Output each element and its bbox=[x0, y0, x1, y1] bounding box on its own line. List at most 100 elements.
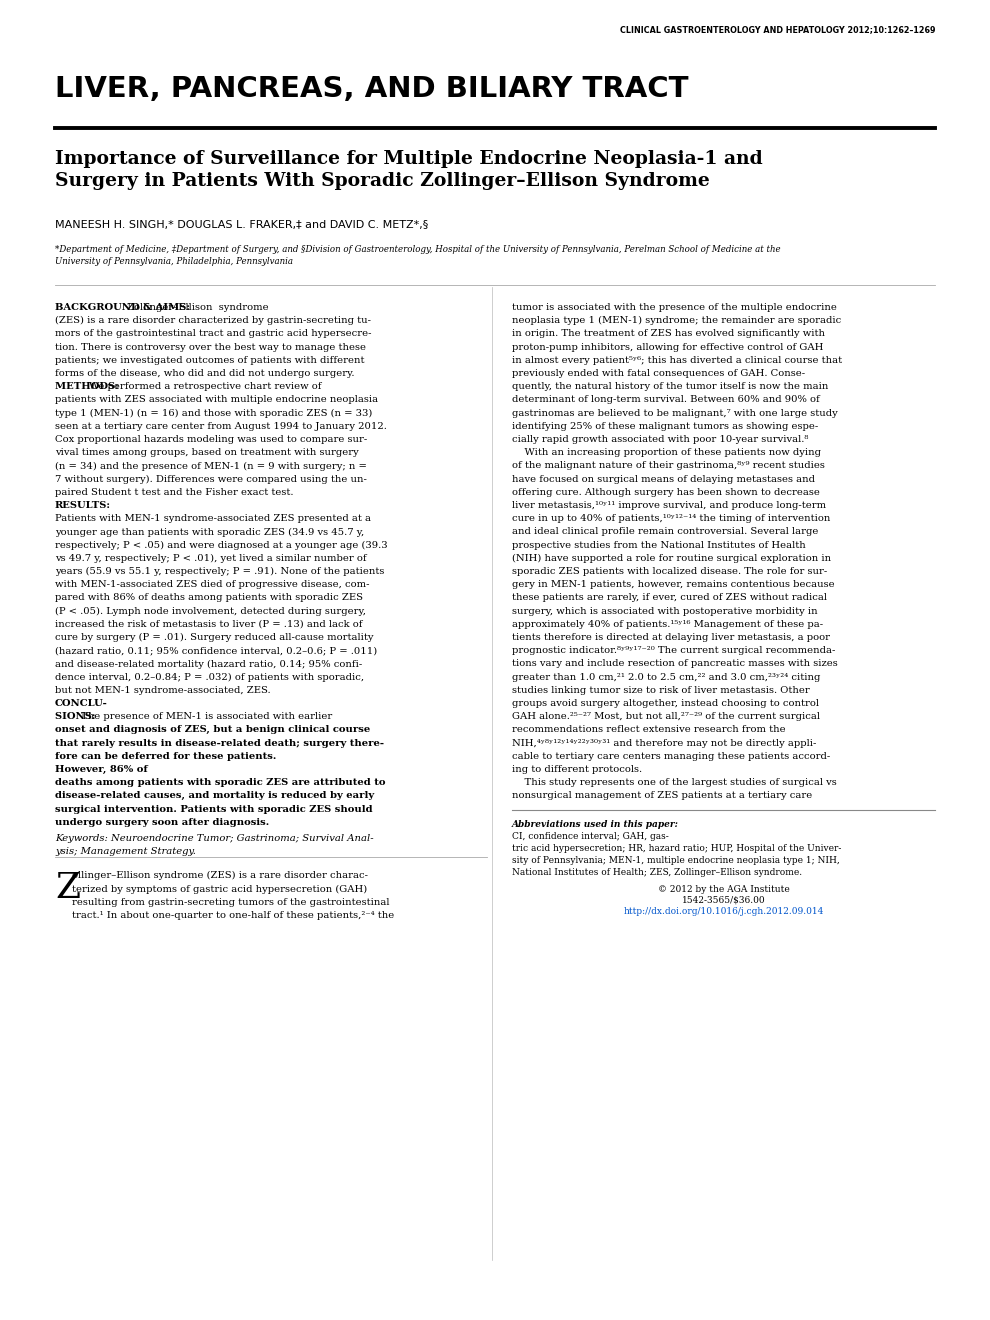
Text: identifying 25% of these malignant tumors as showing espe-: identifying 25% of these malignant tumor… bbox=[512, 422, 819, 430]
Text: Abbreviations used in this paper:: Abbreviations used in this paper: bbox=[512, 820, 682, 829]
Text: tumor is associated with the presence of the multiple endocrine: tumor is associated with the presence of… bbox=[512, 304, 837, 312]
Text: greater than 1.0 cm,²¹ 2.0 to 2.5 cm,²² and 3.0 cm,²³ʸ²⁴ citing: greater than 1.0 cm,²¹ 2.0 to 2.5 cm,²² … bbox=[512, 673, 821, 681]
Text: Surgery in Patients With Sporadic Zollinger–Ellison Syndrome: Surgery in Patients With Sporadic Zollin… bbox=[55, 172, 710, 190]
Text: tion. There is controversy over the best way to manage these: tion. There is controversy over the best… bbox=[55, 343, 366, 351]
Text: surgery, which is associated with postoperative morbidity in: surgery, which is associated with postop… bbox=[512, 607, 818, 615]
Text: We performed a retrospective chart review of: We performed a retrospective chart revie… bbox=[89, 383, 322, 391]
Text: in almost every patient⁵ʸ⁶; this has diverted a clinical course that: in almost every patient⁵ʸ⁶; this has div… bbox=[512, 356, 842, 364]
Text: cure by surgery (P = .01). Surgery reduced all-cause mortality: cure by surgery (P = .01). Surgery reduc… bbox=[55, 634, 373, 642]
Text: RESULTS:: RESULTS: bbox=[55, 502, 111, 510]
Text: disease-related causes, and mortality is reduced by early: disease-related causes, and mortality is… bbox=[55, 792, 374, 800]
Text: tric acid hypersecretion; HR, hazard ratio; HUP, Hospital of the Univer-: tric acid hypersecretion; HR, hazard rat… bbox=[512, 843, 842, 853]
Text: years (55.9 vs 55.1 y, respectively; P = .91). None of the patients: years (55.9 vs 55.1 y, respectively; P =… bbox=[55, 568, 384, 576]
Text: undergo surgery soon after diagnosis.: undergo surgery soon after diagnosis. bbox=[55, 818, 269, 826]
Text: quently, the natural history of the tumor itself is now the main: quently, the natural history of the tumo… bbox=[512, 383, 829, 391]
Text: CONCLU-: CONCLU- bbox=[55, 700, 108, 708]
Text: terized by symptoms of gastric acid hypersecretion (GAH): terized by symptoms of gastric acid hype… bbox=[72, 884, 367, 894]
Text: tract.¹ In about one-quarter to one-half of these patients,²⁻⁴ the: tract.¹ In about one-quarter to one-half… bbox=[72, 911, 394, 920]
Text: Importance of Surveillance for Multiple Endocrine Neoplasia-1 and: Importance of Surveillance for Multiple … bbox=[55, 150, 762, 168]
Text: studies linking tumor size to risk of liver metastasis. Other: studies linking tumor size to risk of li… bbox=[512, 686, 810, 694]
Text: of the malignant nature of their gastrinoma,⁸ʸ⁹ recent studies: of the malignant nature of their gastrin… bbox=[512, 462, 825, 470]
Text: However, 86% of: However, 86% of bbox=[55, 766, 148, 774]
Text: MANEESH H. SINGH,* DOUGLAS L. FRAKER,‡ and DAVID C. METZ*,§: MANEESH H. SINGH,* DOUGLAS L. FRAKER,‡ a… bbox=[55, 220, 429, 230]
Text: cure in up to 40% of patients,¹⁰ʸ¹²⁻¹⁴ the timing of intervention: cure in up to 40% of patients,¹⁰ʸ¹²⁻¹⁴ t… bbox=[512, 515, 831, 523]
Text: mors of the gastrointestinal tract and gastric acid hypersecre-: mors of the gastrointestinal tract and g… bbox=[55, 330, 371, 338]
Text: and disease-related mortality (hazard ratio, 0.14; 95% confi-: and disease-related mortality (hazard ra… bbox=[55, 660, 362, 668]
Text: gastrinomas are believed to be malignant,⁷ with one large study: gastrinomas are believed to be malignant… bbox=[512, 409, 838, 417]
Text: pared with 86% of deaths among patients with sporadic ZES: pared with 86% of deaths among patients … bbox=[55, 594, 363, 602]
Text: vs 49.7 y, respectively; P < .01), yet lived a similar number of: vs 49.7 y, respectively; P < .01), yet l… bbox=[55, 554, 366, 562]
Text: deaths among patients with sporadic ZES are attributed to: deaths among patients with sporadic ZES … bbox=[55, 779, 385, 787]
Text: forms of the disease, who did and did not undergo surgery.: forms of the disease, who did and did no… bbox=[55, 370, 354, 378]
Text: onset and diagnosis of ZES, but a benign clinical course: onset and diagnosis of ZES, but a benign… bbox=[55, 726, 370, 734]
Text: these patients are rarely, if ever, cured of ZES without radical: these patients are rarely, if ever, cure… bbox=[512, 594, 827, 602]
Text: prognostic indicator.⁸ʸ⁹ʸ¹⁷⁻²⁰ The current surgical recommenda-: prognostic indicator.⁸ʸ⁹ʸ¹⁷⁻²⁰ The curre… bbox=[512, 647, 836, 655]
Text: vival times among groups, based on treatment with surgery: vival times among groups, based on treat… bbox=[55, 449, 358, 457]
Text: in origin. The treatment of ZES has evolved significantly with: in origin. The treatment of ZES has evol… bbox=[512, 330, 825, 338]
Text: neoplasia type 1 (MEN-1) syndrome; the remainder are sporadic: neoplasia type 1 (MEN-1) syndrome; the r… bbox=[512, 317, 842, 325]
Text: Cox proportional hazards modeling was used to compare sur-: Cox proportional hazards modeling was us… bbox=[55, 436, 367, 444]
Text: (P < .05). Lymph node involvement, detected during surgery,: (P < .05). Lymph node involvement, detec… bbox=[55, 607, 366, 615]
Text: University of Pennsylvania, Philadelphia, Pennsylvania: University of Pennsylvania, Philadelphia… bbox=[55, 257, 293, 267]
Text: BACKGROUND & AIMS:: BACKGROUND & AIMS: bbox=[55, 304, 193, 312]
Text: This study represents one of the largest studies of surgical vs: This study represents one of the largest… bbox=[512, 779, 837, 787]
Text: determinant of long-term survival. Between 60% and 90% of: determinant of long-term survival. Betwe… bbox=[512, 396, 820, 404]
Text: tients therefore is directed at delaying liver metastasis, a poor: tients therefore is directed at delaying… bbox=[512, 634, 830, 642]
Text: LIVER, PANCREAS, AND BILIARY TRACT: LIVER, PANCREAS, AND BILIARY TRACT bbox=[55, 75, 688, 103]
Text: respectively; P < .05) and were diagnosed at a younger age (39.3: respectively; P < .05) and were diagnose… bbox=[55, 541, 388, 549]
Text: patients; we investigated outcomes of patients with different: patients; we investigated outcomes of pa… bbox=[55, 356, 364, 364]
Text: CLINICAL GASTROENTEROLOGY AND HEPATOLOGY 2012;10:1262–1269: CLINICAL GASTROENTEROLOGY AND HEPATOLOGY… bbox=[620, 25, 935, 34]
Text: increased the risk of metastasis to liver (P = .13) and lack of: increased the risk of metastasis to live… bbox=[55, 620, 362, 628]
Text: younger age than patients with sporadic ZES (34.9 vs 45.7 y,: younger age than patients with sporadic … bbox=[55, 528, 364, 536]
Text: *Department of Medicine, ‡Department of Surgery, and §Division of Gastroenterolo: *Department of Medicine, ‡Department of … bbox=[55, 246, 781, 253]
Text: resulting from gastrin-secreting tumors of the gastrointestinal: resulting from gastrin-secreting tumors … bbox=[72, 898, 389, 907]
Text: The presence of MEN-1 is associated with earlier: The presence of MEN-1 is associated with… bbox=[81, 713, 333, 721]
Text: sity of Pennsylvania; MEN-1, multiple endocrine neoplasia type 1; NIH,: sity of Pennsylvania; MEN-1, multiple en… bbox=[512, 857, 840, 865]
Text: previously ended with fatal consequences of GAH. Conse-: previously ended with fatal consequences… bbox=[512, 370, 805, 378]
Text: METHODS:: METHODS: bbox=[55, 383, 122, 391]
Text: (hazard ratio, 0.11; 95% confidence interval, 0.2–0.6; P = .011): (hazard ratio, 0.11; 95% confidence inte… bbox=[55, 647, 377, 655]
Text: tions vary and include resection of pancreatic masses with sizes: tions vary and include resection of panc… bbox=[512, 660, 838, 668]
Text: Keywords: Neuroendocrine Tumor; Gastrinoma; Survival Anal-: Keywords: Neuroendocrine Tumor; Gastrino… bbox=[55, 834, 373, 843]
Text: Z: Z bbox=[55, 871, 80, 906]
Text: ysis; Management Strategy.: ysis; Management Strategy. bbox=[55, 847, 196, 857]
Text: patients with ZES associated with multiple endocrine neoplasia: patients with ZES associated with multip… bbox=[55, 396, 378, 404]
Text: (n = 34) and the presence of MEN-1 (n = 9 with surgery; n =: (n = 34) and the presence of MEN-1 (n = … bbox=[55, 462, 367, 470]
Text: GAH alone.²⁵⁻²⁷ Most, but not all,²⁷⁻²⁹ of the current surgical: GAH alone.²⁵⁻²⁷ Most, but not all,²⁷⁻²⁹ … bbox=[512, 713, 820, 721]
Text: Patients with MEN-1 syndrome-associated ZES presented at a: Patients with MEN-1 syndrome-associated … bbox=[55, 515, 371, 523]
Text: that rarely results in disease-related death; surgery there-: that rarely results in disease-related d… bbox=[55, 739, 384, 747]
Text: 1542-3565/$36.00: 1542-3565/$36.00 bbox=[682, 895, 765, 904]
Text: paired Student t test and the Fisher exact test.: paired Student t test and the Fisher exa… bbox=[55, 488, 297, 496]
Text: ing to different protocols.: ing to different protocols. bbox=[512, 766, 643, 774]
Text: 7 without surgery). Differences were compared using the un-: 7 without surgery). Differences were com… bbox=[55, 475, 367, 483]
Text: NIH,⁴ʸ⁸ʸ¹²ʸ¹⁴ʸ²²ʸ³⁰ʸ³¹ and therefore may not be directly appli-: NIH,⁴ʸ⁸ʸ¹²ʸ¹⁴ʸ²²ʸ³⁰ʸ³¹ and therefore may… bbox=[512, 739, 817, 747]
Text: recommendations reflect extensive research from the: recommendations reflect extensive resear… bbox=[512, 726, 786, 734]
Text: proton-pump inhibitors, allowing for effective control of GAH: proton-pump inhibitors, allowing for eff… bbox=[512, 343, 824, 351]
Text: have focused on surgical means of delaying metastases and: have focused on surgical means of delayi… bbox=[512, 475, 815, 483]
Text: CI, confidence interval; GAH, gas-: CI, confidence interval; GAH, gas- bbox=[512, 832, 669, 841]
Text: Zollinger–Ellison  syndrome: Zollinger–Ellison syndrome bbox=[127, 304, 268, 312]
Text: National Institutes of Health; ZES, Zollinger–Ellison syndrome.: National Institutes of Health; ZES, Zoll… bbox=[512, 869, 802, 878]
Text: nonsurgical management of ZES patients at a tertiary care: nonsurgical management of ZES patients a… bbox=[512, 792, 812, 800]
Text: (ZES) is a rare disorder characterized by gastrin-secreting tu-: (ZES) is a rare disorder characterized b… bbox=[55, 317, 371, 325]
Text: © 2012 by the AGA Institute: © 2012 by the AGA Institute bbox=[657, 884, 789, 894]
Text: type 1 (MEN-1) (n = 16) and those with sporadic ZES (n = 33): type 1 (MEN-1) (n = 16) and those with s… bbox=[55, 409, 372, 417]
Text: With an increasing proportion of these patients now dying: With an increasing proportion of these p… bbox=[512, 449, 821, 457]
Text: surgical intervention. Patients with sporadic ZES should: surgical intervention. Patients with spo… bbox=[55, 805, 372, 813]
Text: ollinger–Ellison syndrome (ZES) is a rare disorder charac-: ollinger–Ellison syndrome (ZES) is a rar… bbox=[72, 871, 368, 880]
Text: with MEN-1-associated ZES died of progressive disease, com-: with MEN-1-associated ZES died of progre… bbox=[55, 581, 369, 589]
Text: dence interval, 0.2–0.84; P = .032) of patients with sporadic,: dence interval, 0.2–0.84; P = .032) of p… bbox=[55, 673, 364, 681]
Text: seen at a tertiary care center from August 1994 to January 2012.: seen at a tertiary care center from Augu… bbox=[55, 422, 387, 430]
Text: cable to tertiary care centers managing these patients accord-: cable to tertiary care centers managing … bbox=[512, 752, 831, 760]
Text: cially rapid growth associated with poor 10-year survival.⁸: cially rapid growth associated with poor… bbox=[512, 436, 809, 444]
Text: (NIH) have supported a role for routine surgical exploration in: (NIH) have supported a role for routine … bbox=[512, 554, 832, 562]
Text: sporadic ZES patients with localized disease. The role for sur-: sporadic ZES patients with localized dis… bbox=[512, 568, 828, 576]
Text: offering cure. Although surgery has been shown to decrease: offering cure. Although surgery has been… bbox=[512, 488, 820, 496]
Text: fore can be deferred for these patients.: fore can be deferred for these patients. bbox=[55, 752, 280, 760]
Text: prospective studies from the National Institutes of Health: prospective studies from the National In… bbox=[512, 541, 806, 549]
Text: but not MEN-1 syndrome-associated, ZES.: but not MEN-1 syndrome-associated, ZES. bbox=[55, 686, 274, 694]
Text: groups avoid surgery altogether, instead choosing to control: groups avoid surgery altogether, instead… bbox=[512, 700, 819, 708]
Text: approximately 40% of patients.¹⁵ʸ¹⁶ Management of these pa-: approximately 40% of patients.¹⁵ʸ¹⁶ Mana… bbox=[512, 620, 823, 628]
Text: and ideal clinical profile remain controversial. Several large: and ideal clinical profile remain contro… bbox=[512, 528, 819, 536]
Text: gery in MEN-1 patients, however, remains contentious because: gery in MEN-1 patients, however, remains… bbox=[512, 581, 835, 589]
